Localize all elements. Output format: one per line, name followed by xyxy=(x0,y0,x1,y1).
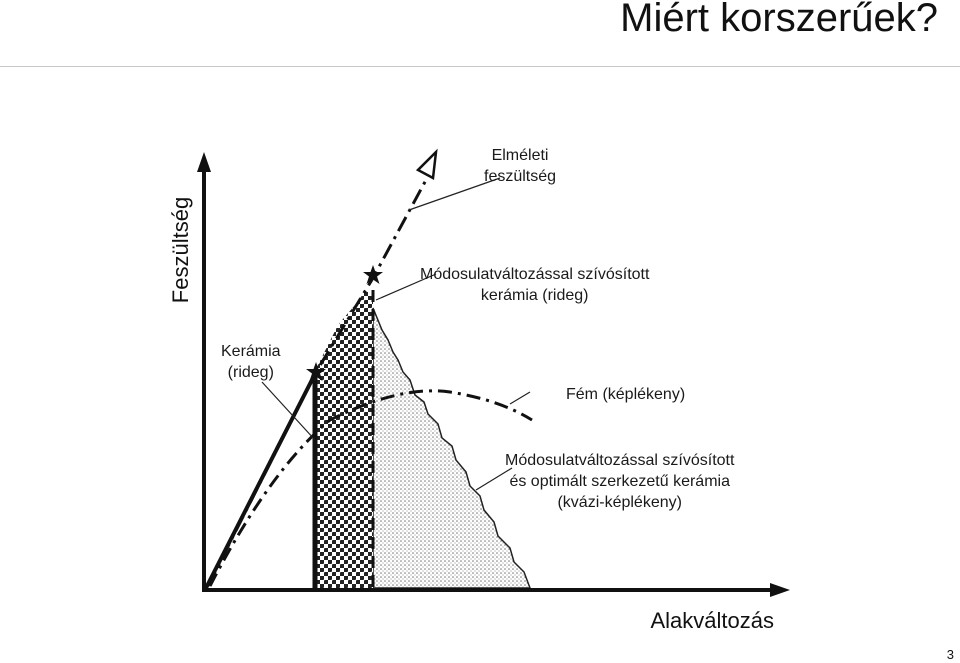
theoretical-arrow-icon xyxy=(415,148,438,180)
title-divider xyxy=(0,66,960,67)
quasi-plastic-area xyxy=(372,307,532,589)
ceramic-failure-star-icon xyxy=(306,362,326,381)
x-axis-label: Alakváltozás xyxy=(650,608,774,633)
theoretical-stress-label: Elméleti feszültség xyxy=(484,147,557,185)
slide-title: Miért korszerűek? xyxy=(620,0,938,40)
quasi-leader-line xyxy=(475,467,513,491)
metal-plastic-label: Fém (képlékeny) xyxy=(566,386,686,403)
ceramic-brittle-label: Kerámia (rideg) xyxy=(221,343,281,381)
modified-brittle-leader-line xyxy=(375,273,437,301)
page-number: 3 xyxy=(946,647,954,662)
toughened-failure-star-icon xyxy=(363,265,383,284)
theoretical-leader-line xyxy=(408,177,501,211)
y-axis-label: Feszültség xyxy=(168,196,193,304)
modified-brittle-ceramic-label: Módosulatváltozással szívósított kerámia… xyxy=(420,266,650,304)
quasi-plastic-ceramic-label: Módosulatváltozással szívósított és opti… xyxy=(505,452,735,511)
x-axis-arrow-icon xyxy=(770,583,790,597)
theoretical-stress-line xyxy=(206,179,428,587)
metal-leader-line xyxy=(509,391,531,405)
metal-curve xyxy=(208,389,533,587)
ceramic-leader-line xyxy=(261,381,316,441)
y-axis-arrow-icon xyxy=(197,152,211,172)
toughened-ceramic-area xyxy=(315,290,373,588)
